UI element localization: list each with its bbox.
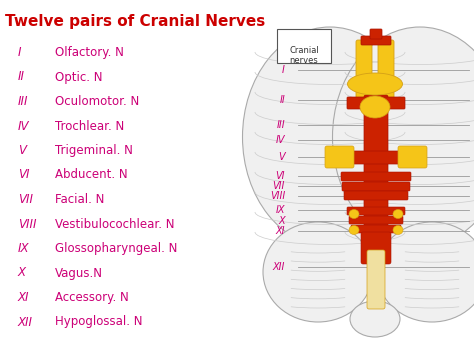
Ellipse shape xyxy=(393,210,403,219)
Text: Vestibulocochlear. N: Vestibulocochlear. N xyxy=(55,218,174,231)
Text: Cranial
nerves: Cranial nerves xyxy=(289,46,319,66)
Text: Oculomotor. N: Oculomotor. N xyxy=(55,95,139,108)
Text: Trochlear. N: Trochlear. N xyxy=(55,119,124,132)
FancyBboxPatch shape xyxy=(364,95,388,244)
Text: VIII: VIII xyxy=(270,191,285,201)
Text: Hypoglossal. N: Hypoglossal. N xyxy=(55,316,143,328)
Ellipse shape xyxy=(263,222,373,322)
Ellipse shape xyxy=(350,301,400,337)
FancyBboxPatch shape xyxy=(341,172,411,181)
Ellipse shape xyxy=(332,27,474,247)
Ellipse shape xyxy=(377,222,474,322)
Text: XII: XII xyxy=(18,316,33,328)
Text: Accessory. N: Accessory. N xyxy=(55,291,129,304)
Text: X: X xyxy=(278,216,285,226)
Text: IX: IX xyxy=(18,242,29,255)
Text: Vagus.N: Vagus.N xyxy=(55,266,103,279)
Text: VI: VI xyxy=(18,168,29,181)
Text: III: III xyxy=(276,120,285,130)
Text: V: V xyxy=(278,152,285,162)
FancyBboxPatch shape xyxy=(351,225,401,233)
Text: XI: XI xyxy=(275,226,285,236)
Text: VI: VI xyxy=(275,171,285,181)
Ellipse shape xyxy=(360,96,390,118)
Text: XII: XII xyxy=(273,262,285,272)
FancyBboxPatch shape xyxy=(277,29,331,63)
FancyBboxPatch shape xyxy=(344,191,408,200)
Text: VII: VII xyxy=(18,193,33,206)
FancyBboxPatch shape xyxy=(370,29,382,39)
FancyBboxPatch shape xyxy=(398,146,427,168)
FancyBboxPatch shape xyxy=(361,232,391,264)
Text: IV: IV xyxy=(275,135,285,145)
Text: IX: IX xyxy=(275,205,285,215)
Ellipse shape xyxy=(393,226,403,235)
FancyBboxPatch shape xyxy=(378,40,394,104)
FancyBboxPatch shape xyxy=(325,146,354,168)
Text: III: III xyxy=(18,95,28,108)
Text: V: V xyxy=(18,144,26,157)
Text: Glossopharyngeal. N: Glossopharyngeal. N xyxy=(55,242,177,255)
FancyBboxPatch shape xyxy=(342,182,410,191)
Text: II: II xyxy=(279,95,285,105)
FancyBboxPatch shape xyxy=(356,40,372,104)
FancyBboxPatch shape xyxy=(349,216,403,224)
Text: X: X xyxy=(18,266,26,279)
FancyBboxPatch shape xyxy=(361,36,391,45)
Text: Twelve pairs of Cranial Nerves: Twelve pairs of Cranial Nerves xyxy=(5,14,265,29)
Text: VIII: VIII xyxy=(18,218,36,231)
Ellipse shape xyxy=(347,73,402,95)
Text: VII: VII xyxy=(273,181,285,191)
Text: I: I xyxy=(18,46,21,59)
Ellipse shape xyxy=(243,27,418,247)
FancyBboxPatch shape xyxy=(339,151,413,164)
Text: Facial. N: Facial. N xyxy=(55,193,104,206)
Text: Olfactory. N: Olfactory. N xyxy=(55,46,124,59)
Text: Trigeminal. N: Trigeminal. N xyxy=(55,144,133,157)
Text: Optic. N: Optic. N xyxy=(55,71,102,84)
Ellipse shape xyxy=(349,226,359,235)
FancyBboxPatch shape xyxy=(347,207,405,215)
Text: IV: IV xyxy=(18,119,29,132)
Text: II: II xyxy=(18,71,25,84)
Text: Abducent. N: Abducent. N xyxy=(55,168,128,181)
Ellipse shape xyxy=(349,210,359,219)
FancyBboxPatch shape xyxy=(367,250,385,309)
Text: I: I xyxy=(282,65,285,75)
FancyBboxPatch shape xyxy=(347,97,405,109)
Text: XI: XI xyxy=(18,291,29,304)
